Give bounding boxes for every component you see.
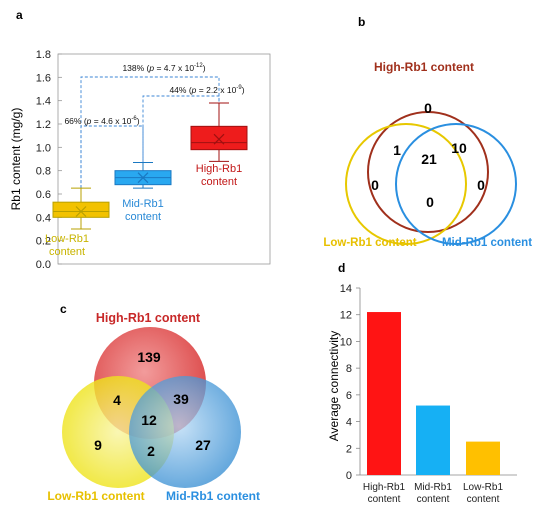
y-tick-label: 4	[346, 417, 352, 429]
y-tick-label: 0.4	[36, 212, 51, 224]
venn-b-label-low: Low-Rb1 content	[323, 237, 416, 249]
venn-c-region-high-only: 139	[137, 349, 161, 365]
venn-c-region-high-mid: 39	[173, 391, 189, 407]
panel-b-letter: b	[358, 15, 365, 29]
bar	[416, 405, 450, 475]
venn-c-label-high: High-Rb1 content	[96, 311, 201, 325]
venn-b-region-all: 21	[421, 151, 437, 167]
y-tick-label: 14	[340, 283, 352, 295]
y-tick-label: 6	[346, 390, 352, 402]
mean-marker	[137, 172, 149, 184]
panel-a-letter: a	[16, 8, 23, 22]
y-tick-label: 8	[346, 363, 352, 375]
box	[190, 125, 248, 151]
box-plot-panel: Rb1 content (mg/g) 0.0 0.2 0.4 0.6 0.8 1.0 1.2…	[9, 49, 271, 271]
venn-c-panel: High-Rb1 content Low-Rb1 content Mid-Rb1…	[47, 311, 260, 503]
mean-marker	[75, 206, 87, 217]
y-axis-label: Rb1 content (mg/g)	[9, 108, 23, 211]
venn-c-region-low-mid: 2	[147, 443, 155, 459]
significance-label: 66% (p = 4.6 x 10-6)	[64, 116, 139, 126]
venn-b-label-mid: Mid-Rb1 content	[442, 237, 532, 249]
y-tick-label: 0.6	[36, 189, 51, 201]
venn-b-region-high-mid: 10	[451, 140, 467, 156]
venn-b-circle-mid	[395, 123, 517, 245]
x-tick-label-line2: content	[467, 494, 500, 505]
y-tick-label: 1.2	[36, 119, 51, 131]
y-tick-label: 0.2	[36, 236, 51, 248]
significance-bracket	[142, 95, 220, 163]
x-tick-label-line1: High-Rb1	[363, 482, 406, 493]
y-tick-label: 1.4	[36, 96, 51, 108]
venn-c-label-low: Low-Rb1 content	[47, 489, 144, 503]
bar-chart-panel: Average connectivity 0 2 4 6 8 10 12 14 High-Rb…	[327, 283, 517, 505]
panel-d-letter: d	[338, 261, 345, 275]
significance-label: 44% (p = 2.2 x 10-9)	[169, 85, 244, 95]
y-axis-label: Average connectivity	[327, 331, 341, 442]
y-tick-label: 12	[340, 310, 352, 322]
group-label-line2: content	[49, 246, 85, 258]
group-label-line1: High-Rb1	[196, 163, 242, 175]
venn-b-label-high: High-Rb1 content	[374, 60, 474, 74]
panel-c-letter: c	[60, 302, 67, 316]
y-tick-label: 1.6	[36, 72, 51, 84]
venn-b-region-high-low: 1	[393, 142, 401, 158]
y-tick-label: 10	[340, 336, 352, 348]
venn-c-circle-mid	[129, 376, 241, 488]
y-tick-label: 0.8	[36, 166, 51, 178]
venn-b-circle-low	[345, 123, 467, 245]
mean-marker	[213, 133, 225, 145]
y-tick-label: 0.0	[36, 259, 51, 271]
x-tick-label-line1: Mid-Rb1	[414, 482, 452, 493]
venn-c-region-all: 12	[141, 412, 157, 428]
venn-b-region-mid-only: 0	[477, 177, 485, 193]
x-tick-label-line2: content	[368, 494, 401, 505]
venn-c-region-high-low: 4	[113, 392, 121, 408]
bar	[367, 312, 401, 475]
venn-b-panel: High-Rb1 content Low-Rb1 content Mid-Rb1…	[323, 60, 532, 249]
bar	[466, 441, 500, 475]
y-tick-label: 1.8	[36, 49, 51, 61]
x-tick-label-line1: Low-Rb1	[463, 482, 503, 493]
venn-c-label-mid: Mid-Rb1 content	[166, 489, 260, 503]
significance-bracket	[80, 125, 144, 189]
plot-frame	[57, 53, 271, 265]
venn-b-region-high-only: 0	[424, 100, 432, 116]
venn-c-region-mid-only: 27	[195, 437, 211, 453]
box	[52, 201, 110, 218]
group-label-line2: content	[201, 176, 237, 188]
venn-b-region-low-only: 0	[371, 177, 379, 193]
group-label-line1: Low-Rb1	[45, 233, 89, 245]
venn-b-region-low-mid: 0	[426, 194, 434, 210]
venn-c-region-low-only: 9	[94, 437, 102, 453]
y-tick-label: 1.0	[36, 142, 51, 154]
venn-b-circle-high	[367, 111, 489, 233]
group-label-line1: Mid-Rb1	[122, 198, 164, 210]
y-tick-label: 2	[346, 443, 352, 455]
x-tick-label-line2: content	[417, 494, 450, 505]
significance-label: 138% (p = 4.7 x 10-12)	[122, 63, 205, 73]
y-tick-label: 0	[346, 470, 352, 482]
group-label-line2: content	[125, 211, 161, 223]
